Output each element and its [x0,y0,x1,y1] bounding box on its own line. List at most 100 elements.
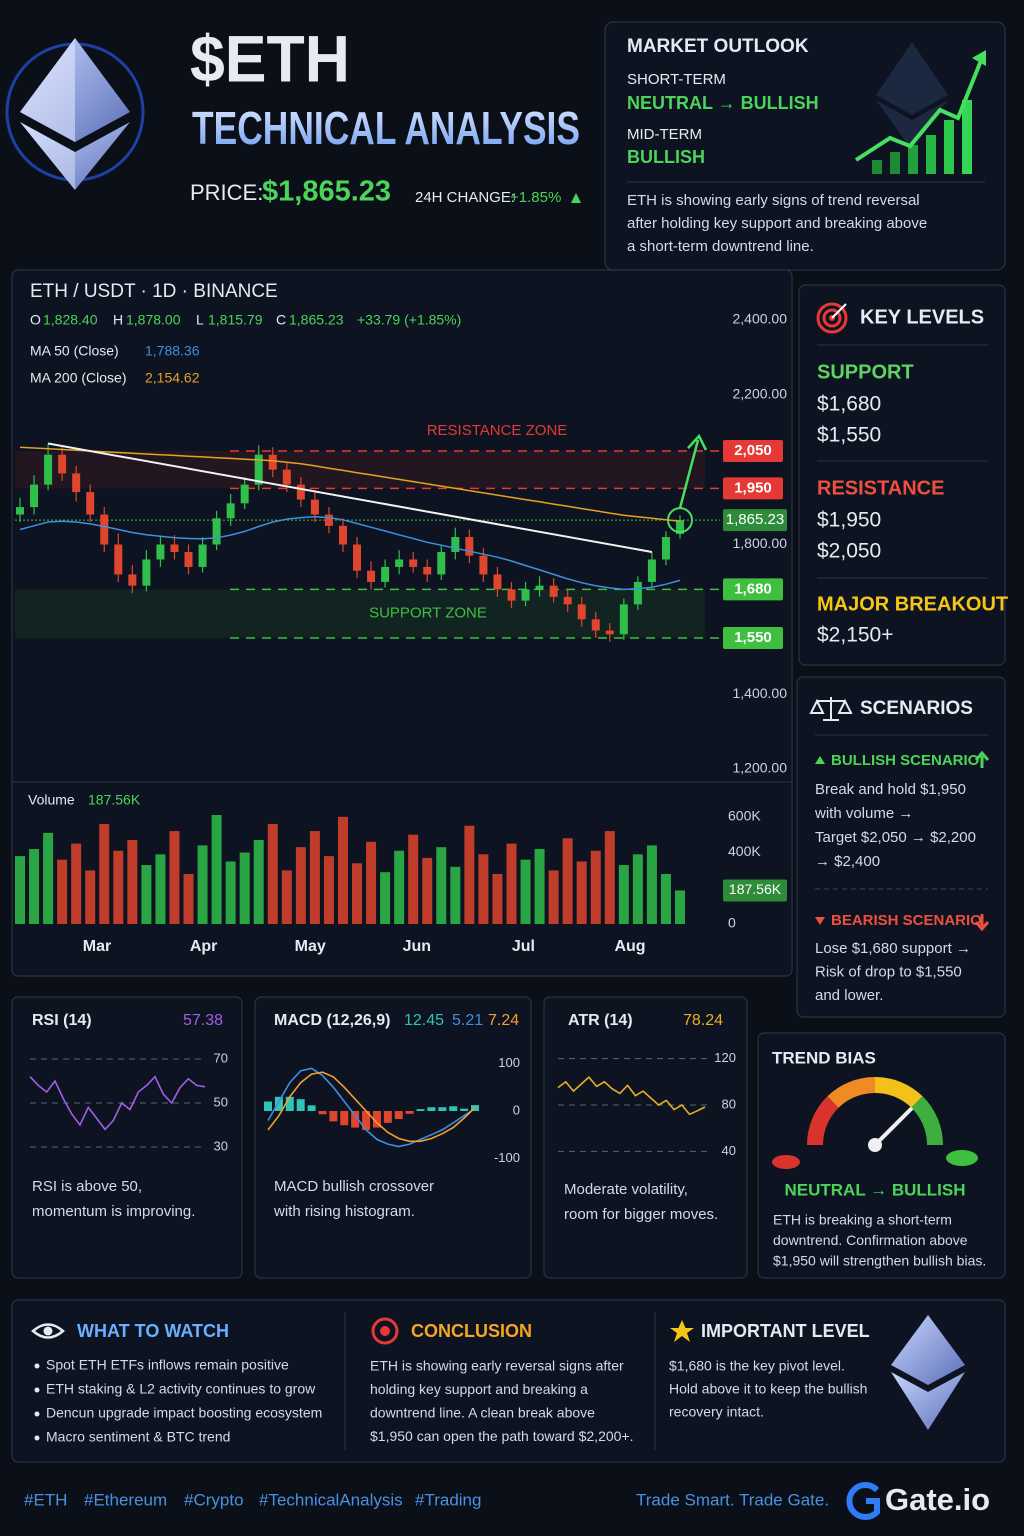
volume-bar [534,848,545,924]
y-tick-label: 0 [513,1102,520,1117]
volume-bar [127,840,138,924]
volume-bar [492,873,503,924]
y-tick-label: 1,200.00 [733,760,788,776]
outlook-icon [854,42,986,174]
y-tick-label: 0 [728,915,736,931]
level: $2,150+ [817,624,894,647]
histogram-bar [460,1108,469,1111]
indicator-value: 5.21 [452,1012,483,1029]
key-levels-panel [798,284,1006,666]
bullet [34,1387,40,1393]
histogram-bar [405,1111,414,1114]
text-line: ETH is breaking a short-term [773,1212,952,1228]
candle-body [437,551,446,575]
volume-bar [183,873,194,924]
candle-body [296,484,305,500]
histogram-bar [416,1109,425,1111]
indicator-note: Moderate volatility, [564,1181,688,1198]
candle-body [563,596,572,605]
x-tick-label: May [295,938,326,955]
candle-body [226,503,235,519]
price-label: 1,865.23 [726,511,784,528]
histogram-bar [274,1096,283,1111]
candle-body [310,499,319,515]
indicator-title: RSI (14) [32,1012,92,1029]
outlook-value: NEUTRAL → BULLISH [627,93,819,113]
chart-title: ETH / USDT · 1D · BINANCE [30,281,278,302]
legend-value: 2,154.62 [145,370,200,386]
change-value: +33.79 (+1.85%) [357,312,461,328]
volume-bar [309,831,320,924]
volume-bar [155,854,166,924]
text-line: $1,950 will strengthen bullish bias. [773,1253,986,1269]
candle-body [72,473,81,493]
up-icon [571,193,581,203]
volume-bar [15,856,25,924]
volume-bar [85,870,96,924]
legend-label: MA 50 (Close) [30,343,119,359]
target-icon [371,1317,399,1345]
y-tick-label: 30 [214,1138,228,1153]
histogram-bar [296,1099,305,1111]
ohlc-value: 1,828.40 [43,312,98,328]
hashtag: #TechnicalAnalysis [259,1490,403,1509]
volume-bar [590,850,601,924]
watch-item: Macro sentiment & BTC trend [46,1429,230,1445]
bullet [34,1435,40,1441]
y-tick-label: 120 [714,1050,736,1065]
volume-badge [723,879,787,902]
volume-bar [366,841,377,924]
slogan: Trade Smart. Trade Gate. [636,1490,829,1509]
candle-body [254,454,263,485]
level: $1,550 [817,424,881,447]
eye-icon [31,1323,65,1339]
level: $2,050 [817,540,881,563]
text-line: ETH is showing early reversal signs afte… [370,1358,624,1374]
bottom-panel [11,1299,1006,1463]
candle-body [577,604,586,620]
histogram-bar [383,1111,392,1123]
indicator-value: 7.24 [488,1012,519,1029]
y-tick-label: 400K [728,843,761,859]
bear-icon [815,917,825,925]
volume-bar [436,847,447,924]
candle-body [535,585,544,590]
volume-bar [675,890,685,924]
candle-body [198,544,207,567]
volume-bar [323,856,334,924]
level-title: SUPPORT [817,361,914,383]
brand: Gate.io [885,1482,990,1517]
candle-body [114,544,123,575]
volume-bar [99,823,110,924]
watch-item: Dencun upgrade impact boosting ecosystem [46,1405,322,1421]
volume-bar [267,823,278,924]
macd-panel [254,996,532,1279]
text-line: a short-term downtrend line. [627,238,814,255]
candle-body [451,537,460,552]
histogram-bar [438,1107,447,1111]
bullet [34,1363,40,1369]
level-label: 1,550 [734,629,772,646]
candle-body [549,585,558,597]
level-badge [723,439,783,462]
bull-icon [815,756,825,764]
histogram-bar [394,1111,403,1120]
hashtag: #Ethereum [84,1490,167,1509]
indicator-note: MACD bullish crossover [274,1178,434,1195]
volume-bar [562,838,573,924]
indicator-value: 57.38 [183,1012,223,1029]
text-line: and lower. [815,987,883,1004]
trend-value: NEUTRAL → BULLISH [784,1180,965,1199]
y-tick-label: 80 [722,1096,736,1111]
scenario-title: BULLISH SCENARIO [831,752,980,769]
text-line: with volume → [814,805,913,822]
candle-body [353,544,362,571]
histogram-bar [351,1111,360,1128]
volume-bar [408,834,419,924]
price: $1,865.23 [262,176,391,208]
histogram-bar [285,1096,294,1111]
candle-body [619,604,628,635]
candle-body [605,630,614,635]
level: $1,950 [817,509,881,532]
panel-title: TREND BIAS [772,1048,876,1067]
